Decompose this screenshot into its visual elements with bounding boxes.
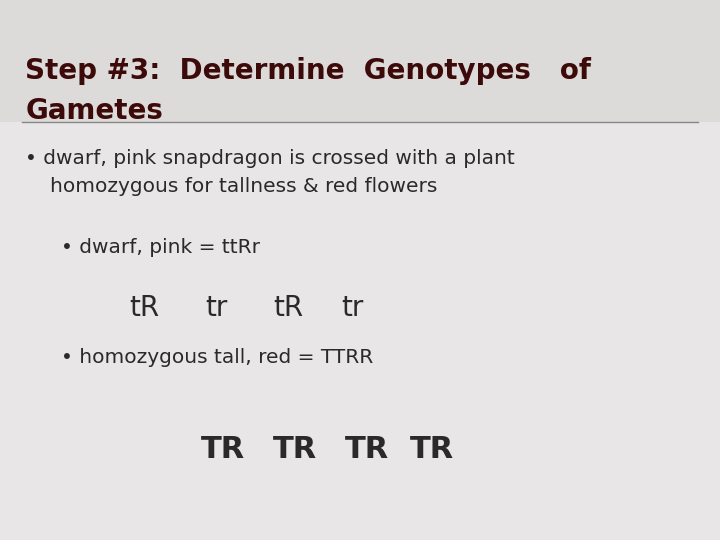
Text: tR: tR — [129, 294, 159, 322]
Text: • dwarf, pink = ttRr: • dwarf, pink = ttRr — [61, 238, 260, 256]
Text: Gametes: Gametes — [25, 97, 163, 125]
Text: Step #3:  Determine  Genotypes   of: Step #3: Determine Genotypes of — [25, 57, 591, 85]
Text: tR: tR — [273, 294, 303, 322]
Text: tr: tr — [204, 294, 228, 322]
Text: homozygous for tallness & red flowers: homozygous for tallness & red flowers — [50, 177, 438, 196]
Text: tr: tr — [341, 294, 364, 322]
Text: TR: TR — [345, 435, 390, 464]
Text: TR: TR — [201, 435, 246, 464]
Text: TR: TR — [273, 435, 318, 464]
Text: • dwarf, pink snapdragon is crossed with a plant: • dwarf, pink snapdragon is crossed with… — [25, 148, 515, 167]
Text: TR: TR — [410, 435, 454, 464]
Text: • homozygous tall, red = TTRR: • homozygous tall, red = TTRR — [61, 348, 374, 367]
FancyBboxPatch shape — [0, 0, 720, 122]
